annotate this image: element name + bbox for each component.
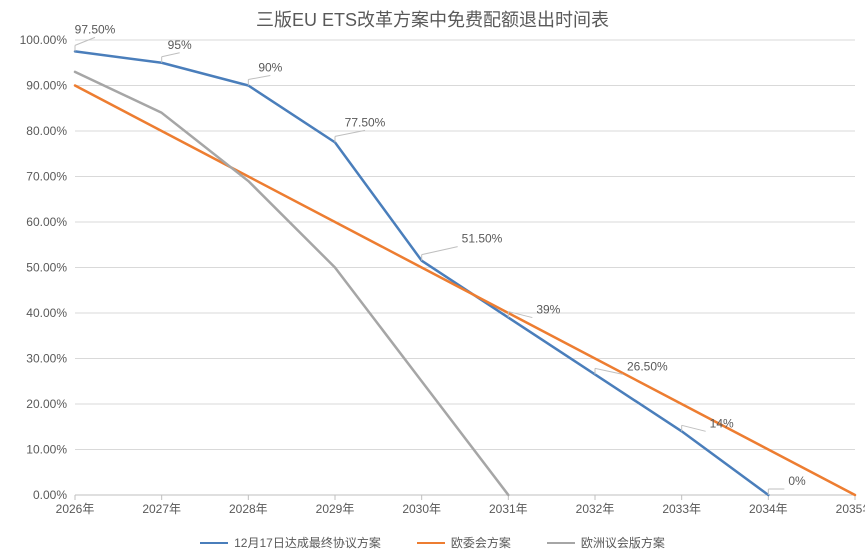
legend-item: 欧委会方案 [417,534,511,551]
legend-label: 欧委会方案 [451,534,511,551]
data-label: 39% [536,303,560,317]
y-tick-label: 30.00% [26,352,67,366]
y-tick-label: 80.00% [26,124,67,138]
x-tick-label: 2026年 [56,502,95,516]
y-tick-label: 70.00% [26,170,67,184]
leader-line [422,247,458,255]
legend-swatch [200,542,228,544]
series-line [75,86,855,496]
x-tick-label: 2027年 [142,502,181,516]
y-tick-label: 90.00% [26,79,67,93]
series-line [75,51,768,495]
leader-line [248,76,270,80]
data-label: 90% [258,61,282,75]
legend: 12月17日达成最终协议方案 欧委会方案 欧洲议会版方案 [0,533,865,552]
leader-line [75,37,95,45]
legend-label: 12月17日达成最终协议方案 [234,534,381,551]
x-tick-label: 2029年 [316,502,355,516]
y-tick-label: 10.00% [26,443,67,457]
x-tick-label: 2033年 [662,502,701,516]
line-chart: 0.00% 10.00% 20.00% 30.00% 40.00% 50.00% 60.00… [0,0,865,555]
legend-item: 欧洲议会版方案 [547,534,665,551]
chart-container: 三版EU ETS改革方案中免费配额退出时间表 0.00% 10.00% 20.00%… [0,0,865,555]
legend-swatch [417,542,445,544]
y-tick-label: 50.00% [26,261,67,275]
legend-swatch [547,542,575,544]
legend-label: 欧洲议会版方案 [581,534,665,551]
y-tick-label: 20.00% [26,397,67,411]
x-tick-label: 2028年 [229,502,268,516]
data-label: 77.50% [345,115,386,129]
leader-line [162,53,180,57]
chart-title: 三版EU ETS改革方案中免费配额退出时间表 [0,6,865,32]
x-tick-label: 2034年 [749,502,788,516]
x-tick-label: 2031年 [489,502,528,516]
y-tick-label: 40.00% [26,306,67,320]
x-tick-label: 2032年 [576,502,615,516]
legend-item: 12月17日达成最终协议方案 [200,534,381,551]
data-label: 14% [710,416,734,430]
data-label: 0% [788,474,806,488]
data-label: 95% [168,38,192,52]
data-label: 51.50% [462,232,503,246]
data-label: 26.50% [627,359,668,373]
y-tick-label: 60.00% [26,215,67,229]
y-tick-label: 100.00% [20,33,68,47]
y-tick-label: 0.00% [33,488,67,502]
x-tick-label: 2035年 [836,502,865,516]
leader-line [682,425,706,431]
x-tick-label: 2030年 [402,502,441,516]
series-line [75,72,508,495]
